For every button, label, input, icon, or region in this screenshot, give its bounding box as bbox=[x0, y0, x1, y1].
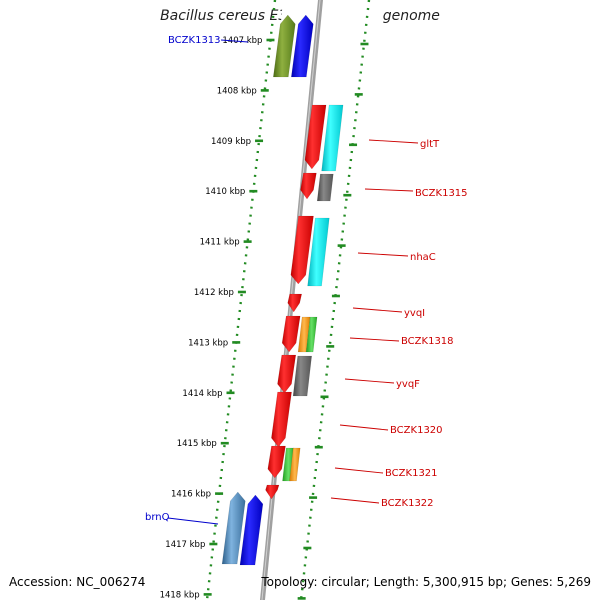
gene-label-leader bbox=[167, 517, 219, 525]
tick-label: 1412 kbp bbox=[194, 288, 234, 298]
cog-feature-block bbox=[321, 104, 344, 172]
tick-label: 1410 kbp bbox=[205, 187, 245, 197]
forward-gene-arrow bbox=[281, 315, 301, 353]
forward-gene-arrow bbox=[304, 104, 327, 170]
gene-label[interactable]: brnQ bbox=[145, 512, 170, 523]
tick-label: 1409 kbp bbox=[211, 137, 251, 147]
gene-label[interactable]: BCZK1318 bbox=[401, 336, 454, 347]
forward-gene-arrow bbox=[300, 172, 317, 200]
cog-feature-block bbox=[316, 173, 334, 202]
reverse-gene-arrow bbox=[221, 491, 246, 565]
gene-label-leader bbox=[339, 424, 389, 431]
summary-text: Topology: circular; Length: 5,300,915 bp… bbox=[261, 575, 591, 589]
forward-gene-arrow bbox=[267, 445, 286, 479]
tick-label: 1414 kbp bbox=[182, 389, 222, 399]
map-band bbox=[227, 0, 380, 600]
gene-features bbox=[221, 14, 344, 566]
tick-label: 1408 kbp bbox=[217, 86, 257, 96]
gene-labels: BCZK1313 gltT BCZK1315 nhaC yvqI BCZK1318 yvqF… bbox=[145, 35, 468, 525]
gene-label-leader bbox=[364, 188, 414, 192]
tick-label: 1407 kbp bbox=[222, 36, 262, 46]
gene-label[interactable]: BCZK1313 bbox=[168, 35, 221, 46]
forward-gene-arrow bbox=[277, 354, 297, 394]
gene-label[interactable]: yvqI bbox=[404, 308, 425, 319]
gene-label-leader bbox=[349, 337, 400, 342]
gene-label[interactable]: BCZK1315 bbox=[415, 188, 468, 199]
cog-feature-block bbox=[305, 316, 318, 353]
tick-label: 1413 kbp bbox=[188, 338, 228, 348]
cog-feature-block bbox=[289, 447, 301, 482]
accession-text: Accession: NC_006274 bbox=[9, 575, 146, 589]
forward-gene-arrow bbox=[287, 293, 303, 313]
gene-label-leader bbox=[344, 378, 395, 384]
gene-label[interactable]: gltT bbox=[420, 139, 440, 150]
reverse-gene-arrow bbox=[239, 494, 264, 566]
tick-group: 1407 kbp 1408 kbp 1409 kbp 1410 kbp 1411 kbp… bbox=[160, 36, 369, 600]
cog-feature-block bbox=[307, 217, 330, 287]
gene-label-leader bbox=[368, 139, 419, 144]
tick-label: 1416 kbp bbox=[171, 490, 211, 500]
forward-gene-arrow bbox=[265, 484, 280, 500]
gene-label-leader bbox=[334, 467, 384, 474]
tick-label: 1417 kbp bbox=[165, 540, 205, 550]
gene-label-leader bbox=[352, 307, 403, 313]
gene-label[interactable]: BCZK1322 bbox=[381, 498, 434, 509]
gene-label[interactable]: nhaC bbox=[410, 252, 436, 263]
cog-feature-block bbox=[292, 355, 312, 397]
tick-label: 1418 kbp bbox=[160, 590, 200, 600]
reverse-gene-arrow bbox=[291, 14, 314, 78]
gene-label[interactable]: BCZK1320 bbox=[390, 425, 443, 436]
gene-label-leader bbox=[330, 497, 380, 504]
tick-label: 1411 kbp bbox=[200, 238, 240, 248]
tick-label: 1415 kbp bbox=[177, 439, 217, 449]
gene-label[interactable]: BCZK1321 bbox=[385, 468, 438, 479]
gene-label-leader bbox=[357, 252, 409, 257]
forward-gene-arrow bbox=[290, 215, 314, 285]
gene-label-leader bbox=[220, 39, 249, 43]
forward-gene-arrow bbox=[271, 391, 292, 448]
gene-label[interactable]: yvqF bbox=[396, 379, 420, 390]
reverse-gene-arrow bbox=[273, 14, 296, 78]
